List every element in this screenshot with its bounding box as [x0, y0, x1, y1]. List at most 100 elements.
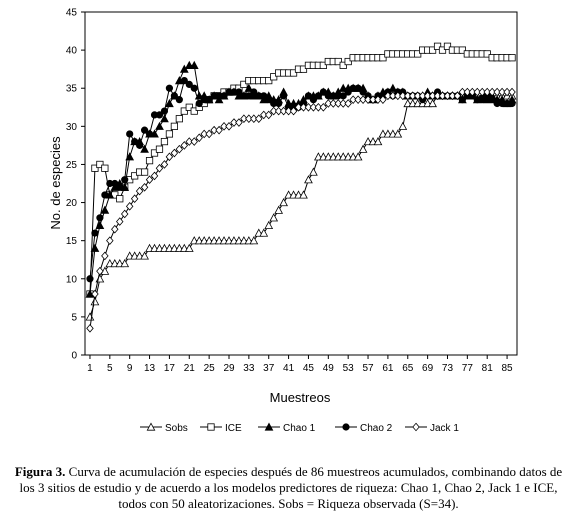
marker [175, 115, 183, 123]
marker [438, 91, 447, 101]
marker [111, 224, 119, 234]
plot-frame [84, 11, 518, 356]
marker [428, 91, 437, 101]
marker [160, 107, 169, 115]
marker [184, 243, 194, 252]
x-tick-label: 61 [382, 363, 394, 374]
x-tick-label: 65 [402, 363, 414, 374]
marker [275, 99, 283, 108]
marker [319, 61, 327, 69]
marker [364, 95, 372, 104]
marker [329, 99, 338, 108]
marker [85, 312, 95, 321]
marker [309, 102, 318, 112]
legend-label: Sobs [165, 423, 188, 434]
y-tick-label: 0 [71, 351, 77, 362]
marker [264, 110, 273, 120]
marker [140, 144, 149, 153]
marker [279, 198, 288, 207]
marker [324, 99, 333, 108]
marker [249, 236, 259, 245]
marker [299, 65, 308, 73]
x-tick-label: 73 [442, 363, 454, 374]
marker [279, 106, 288, 116]
marker [394, 91, 402, 101]
marker [458, 96, 466, 104]
marker [388, 83, 398, 92]
marker [473, 87, 482, 97]
marker [339, 61, 347, 69]
marker [265, 96, 273, 104]
marker [423, 91, 432, 101]
marker [374, 95, 382, 104]
y-axis-label: No. de especies [48, 136, 63, 230]
marker [309, 96, 318, 104]
y-tick-label: 10 [66, 274, 78, 285]
marker [130, 194, 139, 204]
marker [448, 91, 457, 101]
marker [443, 91, 452, 101]
x-tick-label: 85 [502, 363, 514, 374]
marker [150, 149, 159, 157]
marker [443, 42, 452, 50]
marker [269, 106, 278, 116]
series-line [89, 91, 513, 329]
marker [379, 95, 387, 104]
marker [126, 130, 134, 138]
marker [116, 183, 124, 191]
marker [140, 168, 149, 176]
caption-label: Figura 3. [14, 464, 66, 479]
marker [294, 102, 303, 112]
marker [101, 251, 109, 261]
y-tick-label: 20 [66, 198, 78, 209]
marker [498, 87, 506, 97]
x-tick-label: 29 [223, 363, 235, 374]
marker [235, 118, 243, 127]
marker [140, 126, 149, 134]
marker [468, 87, 477, 97]
marker [185, 137, 194, 146]
marker [299, 102, 308, 112]
marker [488, 87, 496, 97]
x-tick-label: 53 [343, 363, 355, 374]
marker [136, 141, 144, 149]
marker [304, 175, 313, 184]
marker [408, 91, 417, 101]
x-tick-label: 21 [184, 363, 196, 374]
x-tick-label: 33 [243, 363, 255, 374]
marker [145, 130, 154, 138]
marker [86, 324, 94, 333]
marker [433, 91, 442, 101]
marker [264, 220, 274, 230]
marker [299, 190, 308, 199]
marker [250, 114, 258, 124]
marker [274, 205, 284, 214]
marker [418, 91, 427, 101]
legend-label: Chao 1 [283, 423, 316, 434]
marker [86, 275, 94, 283]
marker [314, 92, 322, 100]
marker [195, 133, 203, 143]
x-tick-label: 77 [462, 363, 474, 374]
marker [389, 91, 397, 101]
marker [91, 289, 99, 299]
x-tick-label: 13 [144, 363, 156, 374]
marker [342, 423, 350, 431]
marker [413, 91, 422, 101]
marker [220, 122, 228, 131]
marker [120, 209, 129, 219]
marker [250, 88, 258, 96]
x-tick-label: 25 [204, 363, 216, 374]
y-tick-label: 40 [66, 46, 78, 57]
marker [131, 172, 139, 180]
marker [215, 125, 223, 135]
marker [269, 213, 279, 222]
marker [180, 141, 189, 150]
marker [458, 46, 466, 54]
marker [180, 77, 188, 85]
marker [150, 171, 159, 181]
marker [319, 88, 327, 96]
caption-text: Curva de acumulación de especies después… [19, 464, 563, 511]
marker [195, 99, 203, 108]
marker [359, 95, 367, 104]
